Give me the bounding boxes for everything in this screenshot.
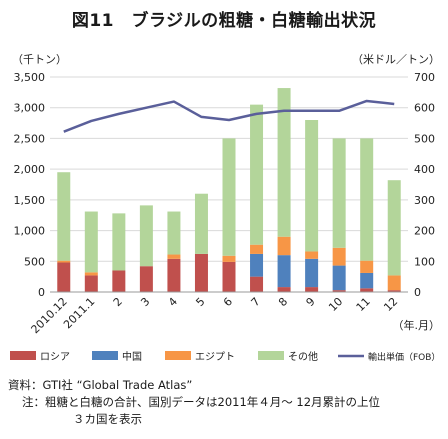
note-line-1: 注：粗糖と白糖の合計、国別データは2011年４月～ 12月累計の上位 xyxy=(22,395,381,409)
x-tick-label: 11 xyxy=(354,295,373,314)
bar-その他 xyxy=(57,172,71,261)
bar-ロシア xyxy=(57,262,71,292)
legend-swatch-エジプト xyxy=(165,351,191,360)
y-right-tick-label: 700 xyxy=(414,71,435,84)
x-tick-label: 4 xyxy=(166,295,180,309)
bar-ロシア xyxy=(250,276,264,292)
chart-title: 図11 ブラジルの粗糖・白糖輸出状況 xyxy=(71,11,377,31)
bar-ロシア xyxy=(332,290,346,292)
bar-中国 xyxy=(277,255,291,288)
bar-エジプト xyxy=(387,275,401,291)
bar-エジプト xyxy=(250,244,264,254)
bar-その他 xyxy=(112,213,126,271)
y-right-unit: （米ドル／トン） xyxy=(352,53,440,66)
y-right-tick-label: 600 xyxy=(414,102,435,115)
bar-ロシア xyxy=(112,270,126,292)
note-line-2: ３カ国を表示 xyxy=(73,412,142,426)
y-right-tick-label: 300 xyxy=(414,194,435,207)
legend-label: 中国 xyxy=(122,350,142,363)
bar-中国 xyxy=(332,265,346,291)
bar-その他 xyxy=(387,180,401,276)
legend-swatch-中国 xyxy=(92,351,118,360)
bar-ロシア xyxy=(84,275,98,292)
source-note: 資料：GTI社 “Global Trade Atlas” xyxy=(8,378,193,392)
chart: 0 500 1,000 1,500 2,000 2,500 3,000 3,500 0 100 20… xyxy=(10,53,441,363)
bar-エジプト xyxy=(277,236,291,256)
x-tick-label: 2 xyxy=(111,295,125,309)
bar-その他 xyxy=(194,193,208,254)
y-left-tick-label: 3,500 xyxy=(14,71,46,84)
y-right-tick-label: 100 xyxy=(414,255,435,268)
x-tick-label: 2010.12 xyxy=(29,295,70,336)
bar-エジプト xyxy=(305,251,319,259)
bar-中国 xyxy=(305,258,319,288)
bar-ロシア xyxy=(277,287,291,292)
legend-swatch-ロシア xyxy=(10,351,36,360)
bar-エジプト xyxy=(57,260,71,263)
y-right-tick-label: 200 xyxy=(414,225,435,238)
bar-ロシア xyxy=(167,258,181,292)
y-right-tick-label: 500 xyxy=(414,132,435,145)
bar-その他 xyxy=(360,138,374,261)
legend-swatch-その他 xyxy=(258,351,284,360)
x-tick-label: 6 xyxy=(221,295,235,309)
bar-ロシア xyxy=(139,266,153,292)
bar-エジプト xyxy=(222,255,236,262)
bar-中国 xyxy=(360,272,374,289)
x-tick-label: 8 xyxy=(276,295,290,309)
bar-ロシア xyxy=(387,290,401,292)
bar-その他 xyxy=(277,88,291,237)
x-tick-label: 2011.1 xyxy=(61,295,97,331)
legend-label: ロシア xyxy=(40,352,70,363)
bar-その他 xyxy=(84,211,98,273)
y-right-tick-label: 0 xyxy=(414,286,421,299)
bar-中国 xyxy=(250,253,264,277)
y-left-unit: （千トン） xyxy=(12,53,67,66)
y-left-tick-label: 3,000 xyxy=(14,102,46,115)
bar-ロシア xyxy=(194,253,208,292)
legend-label: 輸出単価（FOB） xyxy=(368,351,440,363)
legend-label: その他 xyxy=(288,350,318,363)
bar-その他 xyxy=(250,104,264,245)
legend-label: エジプト xyxy=(195,351,235,363)
x-unit: （年.月） xyxy=(393,318,441,332)
x-tick-label: 9 xyxy=(304,295,318,309)
y-left-tick-label: 2,500 xyxy=(14,132,46,145)
x-tick-label: 10 xyxy=(326,295,345,314)
x-tick-label: 5 xyxy=(193,295,207,309)
y-left-tick-label: 500 xyxy=(24,255,45,268)
bar-エジプト xyxy=(84,272,98,276)
notes: 資料：GTI社 “Global Trade Atlas” 注：粗糖と白糖の合計、… xyxy=(8,377,444,428)
bar-その他 xyxy=(332,138,346,248)
x-tick-label: 7 xyxy=(249,295,263,309)
y-left-tick-label: 1,000 xyxy=(14,225,46,238)
y-left-tick-label: 2,000 xyxy=(14,163,46,176)
x-tick-label: 12 xyxy=(381,295,400,314)
bar-その他 xyxy=(305,120,319,252)
bar-エジプト xyxy=(332,247,346,266)
bar-ロシア xyxy=(360,288,374,292)
y-left-tick-label: 0 xyxy=(38,286,45,299)
bar-エジプト xyxy=(167,254,181,259)
bar-その他 xyxy=(167,211,181,255)
bar-その他 xyxy=(222,138,236,256)
bar-ロシア xyxy=(305,287,319,292)
bar-エジプト xyxy=(360,260,374,273)
y-right-tick-label: 400 xyxy=(414,163,435,176)
bar-その他 xyxy=(139,205,153,267)
y-left-tick-label: 1,500 xyxy=(14,194,46,207)
bar-ロシア xyxy=(222,261,236,292)
x-tick-label: 3 xyxy=(138,295,152,309)
line-unit-price xyxy=(63,99,395,133)
